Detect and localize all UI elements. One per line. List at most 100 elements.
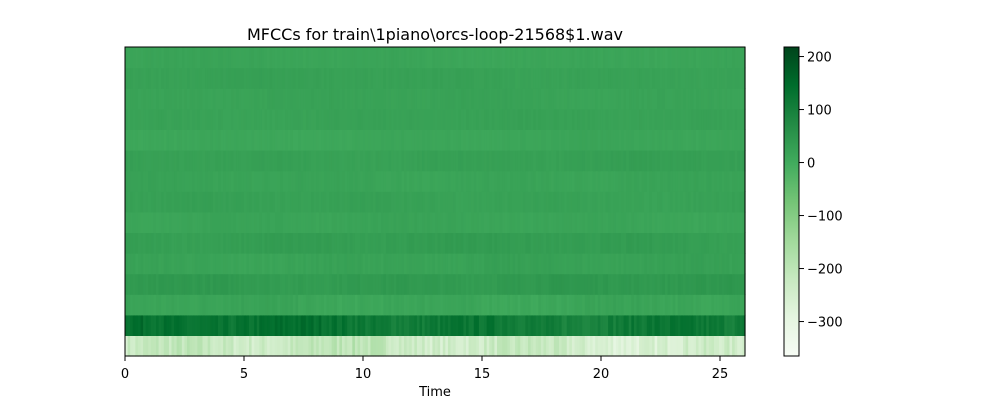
mfcc-cell: [564, 253, 568, 275]
mfcc-cell: [215, 335, 219, 357]
mfcc-cell: [396, 335, 400, 357]
mfcc-cell: [130, 108, 134, 130]
mfcc-cell: [287, 294, 291, 316]
mfcc-cell: [210, 232, 214, 254]
mfcc-cell: [646, 88, 651, 110]
mfcc-cell: [375, 232, 379, 254]
mfcc-cell: [517, 191, 521, 213]
mfcc-cell: [688, 253, 692, 275]
mfcc-cell: [559, 211, 563, 233]
x-tick-label: 0: [121, 367, 129, 382]
mfcc-cell: [442, 67, 446, 89]
mfcc-cell: [582, 67, 586, 89]
mfcc-cell: [360, 211, 364, 233]
mfcc-cell: [626, 273, 630, 295]
mfcc-cell: [370, 273, 374, 295]
mfcc-cell: [197, 67, 201, 89]
mfcc-cell: [218, 273, 222, 295]
mfcc-cell: [445, 150, 449, 172]
mfcc-cell: [509, 211, 514, 233]
mfcc-cell: [742, 294, 746, 316]
mfcc-cell: [396, 294, 400, 316]
mfcc-cell: [349, 211, 353, 233]
mfcc-cell: [739, 314, 744, 336]
mfcc-cell: [429, 294, 434, 316]
mfcc-cell: [357, 273, 361, 295]
mfcc-cell: [662, 335, 666, 357]
mfcc-cell: [282, 232, 286, 254]
mfcc-cell: [158, 67, 162, 89]
mfcc-cell: [140, 150, 144, 172]
mfcc-cell: [166, 294, 170, 316]
mfcc-cell: [179, 108, 183, 130]
mfcc-cell: [150, 191, 155, 213]
mfcc-cell: [481, 273, 485, 295]
mfcc-cell: [422, 88, 426, 110]
mfcc-cell: [636, 314, 640, 336]
mfcc-cell: [329, 253, 333, 275]
mfcc-cell: [256, 129, 260, 151]
mfcc-cell: [143, 335, 147, 357]
mfcc-cell: [251, 211, 255, 233]
mfcc-cell: [336, 335, 341, 357]
mfcc-cell: [375, 170, 379, 192]
mfcc-cell: [559, 88, 563, 110]
mfcc-cell: [233, 47, 237, 69]
mfcc-cell: [623, 211, 627, 233]
mfcc-cell: [605, 232, 609, 254]
mfcc-cell: [249, 170, 253, 192]
mfcc-cell: [649, 108, 653, 130]
mfcc-cell: [383, 253, 387, 275]
mfcc-cell: [238, 273, 242, 295]
mfcc-cell: [401, 170, 405, 192]
mfcc-cell: [137, 67, 142, 89]
mfcc-cell: [520, 88, 524, 110]
mfcc-cell: [329, 129, 333, 151]
mfcc-cell: [628, 273, 632, 295]
mfcc-cell: [724, 170, 728, 192]
mfcc-cell: [535, 150, 539, 172]
mfcc-cell: [468, 47, 472, 69]
mfcc-cell: [357, 191, 361, 213]
mfcc-cell: [323, 335, 328, 357]
mfcc-cell: [602, 108, 607, 130]
mfcc-cell: [548, 273, 552, 295]
mfcc-cell: [225, 294, 229, 316]
mfcc-cell: [295, 294, 299, 316]
mfcc-cell: [652, 253, 656, 275]
mfcc-cell: [458, 191, 462, 213]
mfcc-cell: [525, 129, 529, 151]
mfcc-cell: [357, 88, 361, 110]
mfcc-cell: [450, 170, 454, 192]
mfcc-cell: [212, 88, 217, 110]
mfcc-cell: [559, 232, 563, 254]
mfcc-cell: [383, 211, 387, 233]
mfcc-cell: [600, 150, 604, 172]
mfcc-cell: [329, 335, 333, 357]
mfcc-cell: [703, 294, 707, 316]
mfcc-cell: [468, 108, 472, 130]
mfcc-cell: [546, 108, 550, 130]
mfcc-cell: [716, 294, 720, 316]
mfcc-cell: [546, 88, 550, 110]
mfcc-cell: [347, 253, 351, 275]
mfcc-cell: [313, 88, 317, 110]
mfcc-cell: [664, 129, 669, 151]
mfcc-cell: [512, 129, 516, 151]
mfcc-cell: [742, 47, 746, 69]
mfcc-cell: [290, 211, 294, 233]
mfcc-cell: [236, 88, 240, 110]
mfcc-cell: [158, 88, 162, 110]
mfcc-cell: [398, 211, 403, 233]
mfcc-cell: [571, 108, 576, 130]
mfcc-cell: [316, 314, 320, 336]
mfcc-cell: [592, 170, 596, 192]
mfcc-cell: [404, 129, 408, 151]
mfcc-cell: [179, 129, 183, 151]
mfcc-cell: [481, 211, 485, 233]
mfcc-cell: [137, 335, 142, 357]
mfcc-cell: [385, 88, 390, 110]
mfcc-cell: [277, 232, 281, 254]
mfcc-cell: [633, 273, 638, 295]
mfcc-cell: [455, 211, 459, 233]
